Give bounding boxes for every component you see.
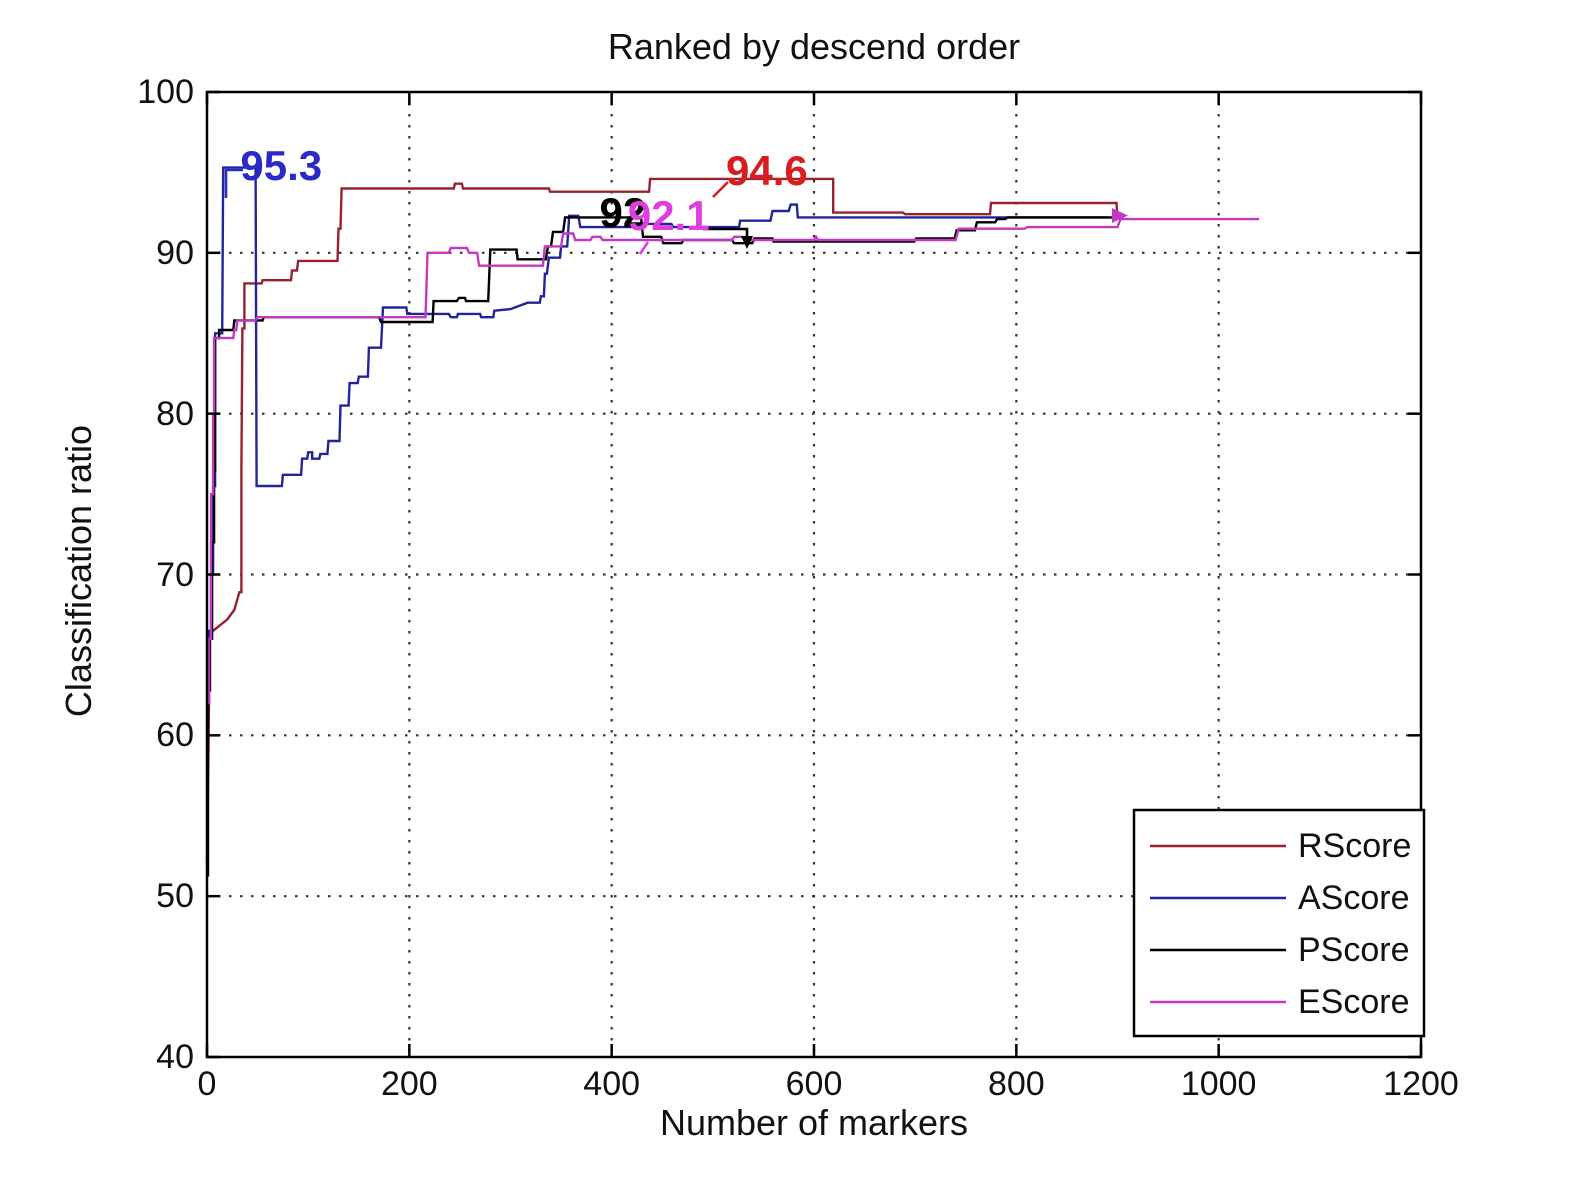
x-tick-label: 0 [197, 1065, 217, 1103]
chart-title: Ranked by descend order [607, 26, 1021, 67]
annotation-leader-pscore [703, 227, 749, 238]
legend-item-escore: EScore [1298, 983, 1410, 1021]
annotation-92: 92 [599, 188, 647, 236]
y-tick-label: 50 [156, 877, 194, 916]
x-tick-label: 600 [785, 1065, 843, 1103]
annotation-leader-95-3 [224, 168, 243, 198]
x-tick-label: 800 [987, 1065, 1045, 1103]
annotation-leader-94-6 [712, 181, 729, 198]
escore-arrow-marker [1112, 208, 1128, 223]
y-tick-label: 60 [156, 716, 194, 755]
annotation-leader-escore [638, 241, 650, 255]
y-tick-label: 80 [156, 394, 194, 433]
y-tick-label: 70 [156, 555, 194, 594]
x-tick-label: 1200 [1383, 1065, 1459, 1103]
x-tick-label: 1000 [1180, 1065, 1257, 1103]
y-tick-label: 40 [156, 1038, 194, 1076]
legend-item-pscore: PScore [1298, 931, 1410, 969]
y-tick-label: 100 [137, 73, 194, 111]
annotation-95-3: 95.3 [240, 142, 323, 190]
series-line-escore [207, 217, 1260, 705]
y-axis-label: Classification ratio [58, 424, 99, 718]
x-tick-label: 200 [380, 1065, 438, 1103]
annotation-94-6: 94.6 [725, 146, 808, 194]
annotation-arrowhead-pscore [741, 236, 753, 249]
annotation-92-1: 92.1 [627, 191, 710, 239]
x-tick-label: 400 [583, 1065, 641, 1103]
legend-item-rscore: RScore [1298, 827, 1412, 865]
x-axis-label: Number of markers [659, 1102, 969, 1143]
legend-item-ascore: AScore [1298, 879, 1410, 917]
series-line-rscore [205, 177, 1124, 865]
y-tick-label: 90 [156, 233, 194, 272]
legend-box [1132, 808, 1426, 1038]
